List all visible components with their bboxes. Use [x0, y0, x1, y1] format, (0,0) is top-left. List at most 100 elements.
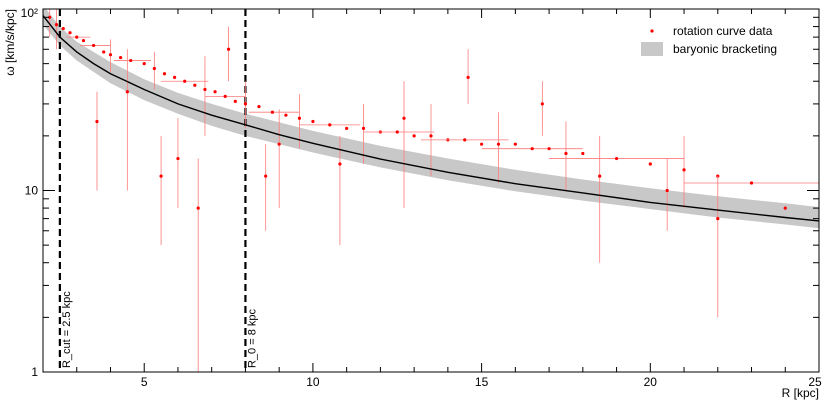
data-point-marker: [496, 142, 501, 146]
x-tick-label: 25: [808, 375, 822, 389]
data-point-marker: [102, 50, 106, 54]
data-point-marker: [129, 58, 133, 63]
data-point-marker: [530, 147, 534, 151]
x-tick-label: 20: [644, 375, 658, 389]
data-point-marker: [513, 142, 517, 146]
data-point-marker: [54, 23, 59, 27]
data-point: [102, 50, 106, 54]
data-point: [54, 9, 59, 50]
data-point-marker: [196, 206, 200, 210]
data-point-marker: [783, 206, 787, 210]
legend-label-baryonic-band: baryonic bracketing: [673, 42, 777, 56]
y-tick-label: 10: [25, 184, 39, 198]
data-point-marker: [233, 99, 237, 103]
data-point: [496, 112, 501, 183]
data-point-marker: [466, 75, 470, 79]
data-point-marker: [614, 156, 619, 161]
data-point: [113, 58, 151, 63]
data-point-marker: [412, 134, 416, 138]
data-point-marker: [226, 47, 231, 51]
data-point-marker: [297, 116, 302, 120]
data-point: [581, 151, 585, 156]
data-point-marker: [665, 188, 669, 193]
data-point: [547, 147, 551, 151]
data-point-marker: [338, 162, 342, 166]
data-point-marker: [257, 104, 261, 109]
data-point: [142, 62, 146, 66]
y-tick-label: 1: [31, 365, 38, 379]
data-point: [338, 135, 342, 246]
data-point: [665, 158, 669, 231]
data-point: [193, 83, 197, 87]
data-point: [598, 135, 602, 263]
vline-label-0: R_cut = 2.5 kpc: [61, 291, 73, 368]
data-point: [257, 104, 261, 109]
data-point-marker: [264, 174, 268, 178]
data-point-marker: [716, 217, 720, 221]
data-point-marker: [61, 26, 65, 31]
data-point: [125, 49, 129, 191]
data-point: [783, 206, 787, 210]
data-point-marker: [92, 43, 96, 48]
data-point-marker: [95, 119, 99, 124]
data-point: [81, 38, 86, 43]
data-point: [480, 142, 484, 146]
data-point: [204, 94, 246, 98]
data-point-marker: [480, 142, 484, 146]
data-point: [299, 123, 361, 127]
x-axis-label: R [kpc]: [782, 386, 819, 400]
data-point: [311, 119, 315, 124]
data-point-marker: [564, 151, 568, 156]
data-point-marker: [176, 156, 180, 161]
data-point: [648, 162, 652, 166]
data-point: [176, 118, 180, 209]
y-axis-label: ω [km/s/kpc]: [3, 9, 17, 76]
data-point: [564, 121, 568, 191]
data-point-marker: [243, 102, 248, 106]
data-point: [420, 138, 509, 142]
data-point-marker: [402, 116, 406, 120]
data-point-marker: [203, 87, 207, 92]
data-point-marker: [328, 123, 332, 127]
y-tick-label: 10²: [21, 6, 38, 20]
data-point: [402, 81, 406, 209]
data-point-marker: [463, 138, 467, 142]
data-point: [481, 147, 583, 151]
data-point-marker: [581, 151, 585, 156]
data-point-marker: [125, 90, 129, 94]
data-point: [540, 81, 544, 136]
data-point-marker: [345, 126, 349, 130]
data-point-marker: [183, 79, 187, 83]
data-point-marker: [648, 162, 652, 166]
data-point-marker: [361, 126, 366, 130]
legend-label-rotation-curve: rotation curve data: [673, 24, 773, 38]
data-point-marker: [270, 110, 275, 114]
data-point: [248, 110, 300, 114]
data-point: [277, 109, 281, 209]
rotation-curve-data-layer: [48, 9, 819, 372]
vertical-lines-layer: [58, 9, 247, 372]
data-point-marker: [75, 35, 79, 39]
data-point-marker: [193, 83, 197, 87]
x-tick-label: 10: [306, 375, 320, 389]
legend-marker-baryonic-band: [641, 42, 663, 56]
data-point-marker: [213, 90, 217, 94]
data-point-marker: [81, 38, 86, 43]
data-point-marker: [68, 31, 72, 35]
data-point-marker: [223, 94, 227, 98]
data-point-marker: [48, 15, 52, 19]
data-point: [68, 31, 72, 35]
data-point: [466, 49, 470, 104]
data-point: [119, 55, 123, 60]
data-point: [159, 135, 163, 246]
data-point: [161, 79, 209, 83]
data-point: [152, 51, 156, 90]
data-point: [226, 26, 231, 82]
data-point: [716, 176, 720, 318]
data-point-marker: [547, 147, 551, 151]
data-point: [162, 72, 167, 76]
data-point: [196, 158, 200, 372]
data-point: [513, 142, 517, 146]
baryonic-band: [43, 9, 819, 229]
